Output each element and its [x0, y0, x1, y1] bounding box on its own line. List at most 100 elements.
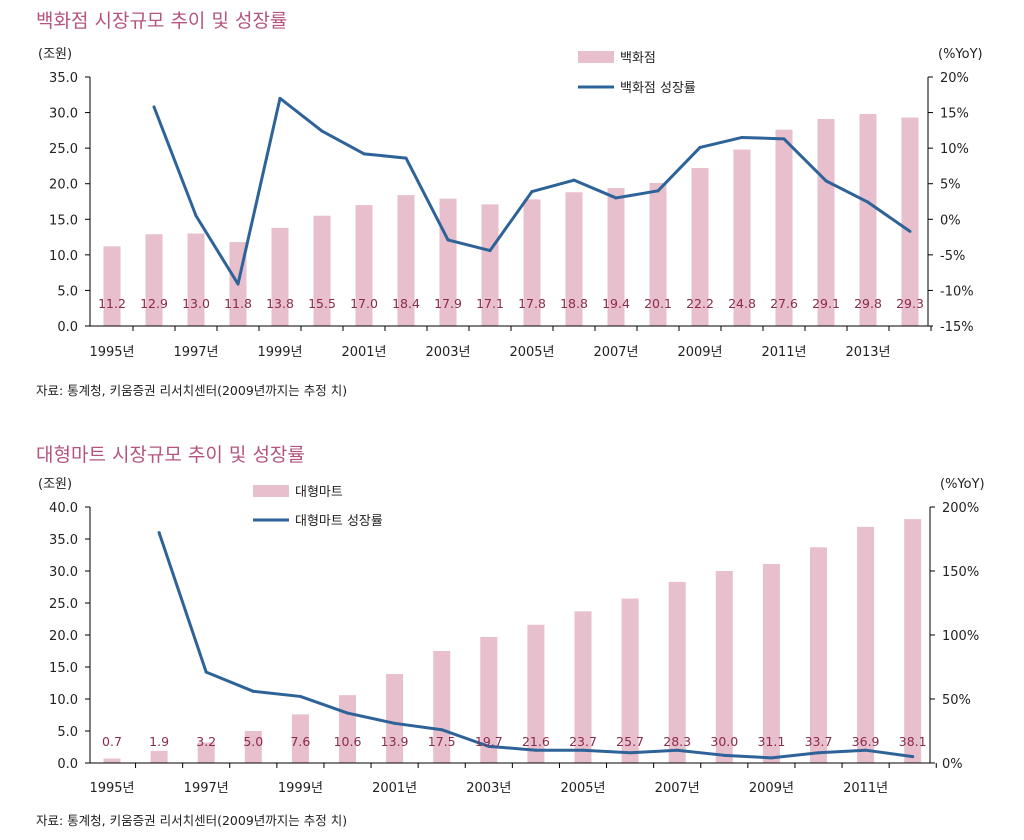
chart-1-bar-data-label: 29.3: [896, 296, 924, 311]
chart-2-growth-point: [487, 744, 491, 748]
chart-1-bar-data-label: 12.9: [140, 296, 168, 311]
chart-1-bar-data-label: 18.4: [392, 296, 420, 311]
chart-2-right-tick-label: 50%: [942, 693, 971, 708]
chart-1-bar-data-label: 11.2: [98, 296, 126, 311]
chart-2-bar: [339, 695, 356, 763]
chart-2-bar: [668, 581, 686, 763]
chart-1-left-unit: (조원): [38, 47, 72, 62]
chart-1-growth-point: [152, 105, 156, 109]
chart-1-x-tick-label: 2009년: [677, 345, 722, 360]
chart-2-right-tick-label: 200%: [942, 501, 979, 516]
chart-1-bar: [271, 227, 289, 326]
chart-2-bar: [621, 598, 639, 763]
chart-2-bar-data-label: 28.3: [663, 734, 691, 749]
chart-2-left-tick-label: 15.0: [49, 661, 78, 676]
chart-2-bar: [762, 563, 780, 763]
chart-1-x-tick-label: 2001년: [341, 345, 386, 360]
chart-2-bar: [150, 750, 168, 763]
chart-2-growth-point: [722, 753, 726, 757]
chart-1-bar: [901, 117, 919, 327]
chart-2-bar: [857, 526, 875, 763]
chart-2-growth-point: [911, 755, 915, 759]
chart-1-left-tick-label: 30.0: [49, 107, 78, 122]
chart-1-bar-data-label: 17.1: [476, 296, 504, 311]
chart-2-bar-data-label: 7.6: [290, 734, 310, 749]
chart-2-bar: [433, 651, 451, 763]
chart-2-bar: [715, 571, 733, 763]
chart-2-right-unit: (%YoY): [940, 477, 985, 492]
chart-1-bar: [607, 187, 625, 326]
chart-1-growth-point: [740, 135, 744, 139]
chart-2-bar-data-label: 10.6: [334, 734, 362, 749]
chart-2-growth-point: [534, 748, 538, 752]
chart-1-bar: [481, 204, 499, 326]
chart-1-growth-point: [194, 214, 198, 218]
chart-2-x-tick-label: 1995년: [89, 781, 134, 796]
chart-1-bar: [313, 215, 331, 326]
chart-2-x-tick-label: 1999년: [278, 781, 323, 796]
chart-2-left-tick-label: 35.0: [49, 533, 78, 548]
chart-1-bar-data-label: 13.8: [266, 296, 294, 311]
chart-1-bar: [817, 118, 835, 326]
chart-2-legend-line-label: 대형마트 성장률: [295, 514, 383, 529]
chart-1-right-tick-label: -5%: [940, 249, 965, 264]
chart-1-bar-data-label: 18.8: [560, 296, 588, 311]
chart-1-legend-bar-swatch: [578, 51, 614, 63]
chart-2-bar: [386, 674, 404, 763]
chart-2-bar-data-label: 36.9: [852, 734, 880, 749]
chart-1-bar: [775, 129, 793, 326]
chart-2-bar: [103, 758, 121, 763]
chart-1-growth-point: [320, 129, 324, 133]
chart-1-legend-bar-label: 백화점: [620, 51, 656, 66]
chart-2-right-tick-label: 0%: [942, 757, 963, 772]
chart-1-bar: [565, 192, 583, 326]
chart-1-x-tick-label: 2005년: [509, 345, 554, 360]
chart-1-growth-point: [824, 179, 828, 183]
chart-1-right-tick-label: 5%: [940, 178, 961, 193]
chart-2-left-tick-label: 0.0: [57, 757, 78, 772]
chart-1-growth-point: [698, 145, 702, 149]
chart-1-bar-data-label: 19.4: [602, 296, 630, 311]
chart-1-x-tick-label: 2007년: [593, 345, 638, 360]
chart-1-right-tick-label: 20%: [940, 71, 969, 86]
chart-2-left-tick-label: 30.0: [49, 565, 78, 580]
chart-2-bar-data-label: 17.5: [428, 734, 456, 749]
chart-1-growth-point: [446, 238, 450, 242]
chart-1-growth-point: [530, 190, 534, 194]
chart-2-left-tick-label: 40.0: [49, 501, 78, 516]
chart-2-x-tick-label: 1997년: [184, 781, 229, 796]
chart-1-bar-data-label: 15.5: [308, 296, 336, 311]
chart-1-bar: [859, 113, 877, 326]
chart-2-growth-point: [440, 728, 444, 732]
chart-1-title: 백화점 시장규모 추이 및 성장률: [36, 10, 288, 32]
chart-2-bar-data-label: 5.0: [243, 734, 263, 749]
chart-1-right-tick-label: 10%: [940, 142, 969, 157]
chart-2-growth-point: [204, 670, 208, 674]
chart-2-title: 대형마트 시장규모 추이 및 성장률: [36, 444, 305, 466]
chart-2-growth-point: [251, 689, 255, 693]
chart-1-bar-data-label: 24.8: [728, 296, 756, 311]
chart-2-bar-data-label: 30.0: [710, 734, 738, 749]
chart-1-x-tick-label: 1997년: [173, 345, 218, 360]
chart-2-left-tick-label: 10.0: [49, 693, 78, 708]
chart-2-right-tick-label: 150%: [942, 565, 979, 580]
chart-2-bar: [810, 547, 827, 763]
chart-2-growth-point: [393, 721, 397, 725]
chart-1-bar: [145, 234, 163, 326]
chart-2-bar-data-label: 31.1: [757, 734, 785, 749]
chart-2-left-unit: (조원): [38, 477, 72, 492]
chart-2-left-tick-label: 20.0: [49, 629, 78, 644]
chart-1-bar: [103, 246, 121, 326]
chart-1-source: 자료: 통계청, 키움증권 리서치센터(2009년까지는 추정 치): [36, 383, 348, 398]
chart-1-bar-data-label: 20.1: [644, 296, 672, 311]
chart-1-right-tick-label: -10%: [940, 284, 974, 299]
chart-2-bar-data-label: 21.6: [522, 734, 550, 749]
chart-2-bar-data-label: 19.7: [475, 734, 503, 749]
chart-1-bar: [355, 205, 373, 326]
chart-2-bar: [244, 731, 262, 763]
chart-1-x-tick-label: 2011년: [761, 345, 806, 360]
chart-2-bar-data-label: 3.2: [196, 734, 216, 749]
chart-2-bar: [480, 636, 498, 763]
